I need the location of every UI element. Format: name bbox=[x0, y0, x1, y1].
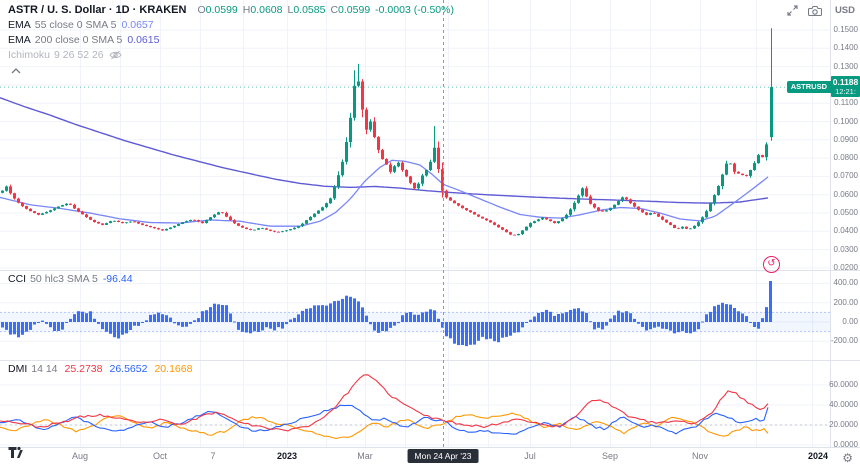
ema55-value: 0.0657 bbox=[121, 18, 154, 31]
maximize-icon[interactable] bbox=[786, 4, 799, 17]
price-tick-label: 0.0600 bbox=[833, 189, 858, 199]
high-key: H bbox=[242, 3, 251, 16]
dmi-tick-label: 40.0000 bbox=[829, 400, 858, 409]
time-axis-label: Mar bbox=[357, 451, 373, 461]
dmi-tick-label: 60.0000 bbox=[829, 380, 858, 389]
time-axis-label: Sep bbox=[601, 451, 619, 461]
ema200-line bbox=[0, 97, 769, 204]
close-key: C bbox=[330, 3, 339, 16]
symbol-title[interactable]: ASTR / U. S. Dollar · 1D · KRAKEN bbox=[8, 3, 187, 16]
price-tick-label: 0.1300 bbox=[833, 61, 858, 71]
dmi-tick-label: 0.0000 bbox=[833, 440, 858, 449]
open-value: 0.0599 bbox=[205, 3, 238, 16]
eye-off-icon[interactable] bbox=[109, 50, 122, 60]
time-axis-label: 2023 bbox=[276, 451, 298, 461]
ichimoku-args: 9 26 52 26 bbox=[54, 48, 104, 61]
dmi-args: 14 14 bbox=[31, 363, 58, 375]
last-price-label: 0.1188 12:21: bbox=[831, 76, 860, 98]
cci-title: CCI bbox=[8, 273, 27, 285]
ichimoku-title: Ichimoku bbox=[8, 48, 51, 61]
plus-di-line bbox=[0, 404, 769, 435]
ema200-args: 200 close 0 SMA 5 bbox=[34, 33, 123, 46]
time-axis-label: 7 bbox=[210, 451, 216, 461]
price-scale[interactable]: 0.15000.14000.13000.12000.11000.10000.09… bbox=[829, 0, 860, 449]
dmi-adx-value: 25.2738 bbox=[64, 363, 103, 375]
legend-ema200[interactable]: EMA 200 close 0 SMA 5 0.0615 bbox=[8, 32, 454, 47]
price-tick-label: 0.0300 bbox=[833, 244, 858, 254]
legend: ASTR / U. S. Dollar · 1D · KRAKEN O 0.059… bbox=[8, 2, 454, 77]
ema55-args: 55 close 0 SMA 5 bbox=[34, 18, 117, 31]
ohlc-values: O 0.0599 H 0.0608 L 0.0585 C 0.0599 -0.0003 … bbox=[192, 4, 454, 16]
price-tick-label: 0.0700 bbox=[833, 171, 858, 181]
dmi-tick-label: 20.0000 bbox=[829, 420, 858, 429]
ema55-line bbox=[0, 159, 769, 227]
dmi-title: DMI bbox=[8, 363, 28, 375]
currency-toggle[interactable]: USD bbox=[834, 5, 855, 16]
crosshair-date-tooltip: Mon 24 Apr '23 bbox=[407, 449, 479, 463]
cci-tick-label: 0.00 bbox=[842, 317, 858, 326]
adx-line bbox=[0, 374, 769, 432]
price-tick-label: 0.1100 bbox=[834, 98, 858, 108]
legend-ema55[interactable]: EMA 55 close 0 SMA 5 0.0657 bbox=[8, 17, 454, 32]
cci-value: -96.44 bbox=[102, 273, 133, 285]
low-value: 0.0585 bbox=[293, 3, 326, 16]
dmi-plus-di-value: 26.5652 bbox=[109, 363, 148, 375]
ema200-title: EMA bbox=[8, 33, 31, 46]
price-tick-label: 0.1500 bbox=[833, 25, 858, 34]
price-tick-label: 0.1000 bbox=[833, 116, 858, 126]
chart-controls bbox=[786, 4, 822, 17]
time-axis-label: Nov bbox=[691, 451, 709, 461]
price-tick-label: 0.0500 bbox=[833, 208, 858, 217]
change-value: -0.0003 (-0.50%) bbox=[375, 3, 454, 16]
time-axis-label: Aug bbox=[71, 451, 89, 461]
settings-gear-icon[interactable]: ⚙ bbox=[842, 451, 853, 465]
camera-icon[interactable] bbox=[808, 4, 822, 17]
ema200-value: 0.0615 bbox=[127, 33, 160, 46]
dmi-minus-di-value: 20.1668 bbox=[154, 363, 193, 375]
time-axis-label: Oct bbox=[152, 451, 168, 461]
cci-tick-label: 400.00 bbox=[833, 278, 858, 288]
time-axis-label: 2024 bbox=[807, 451, 829, 461]
refresh-circle-icon[interactable]: ↺ bbox=[763, 256, 780, 273]
cci-legend[interactable]: CCI 50 hlc3 SMA 5 -96.44 bbox=[8, 273, 133, 285]
cci-tick-label: -200.00 bbox=[830, 336, 858, 346]
open-key: O bbox=[197, 3, 206, 16]
low-key: L bbox=[287, 3, 294, 16]
price-tick-label: 0.0900 bbox=[833, 134, 858, 144]
bar-countdown: 12:21: bbox=[835, 87, 856, 97]
ema55-title: EMA bbox=[8, 18, 31, 31]
time-scale[interactable]: Mon 24 Apr '23 Aug Oct 7 2023 Mar Jul Sep Nov 20… bbox=[0, 447, 860, 466]
legend-collapse-button[interactable] bbox=[8, 65, 24, 77]
high-value: 0.0608 bbox=[250, 3, 283, 16]
legend-ichimoku[interactable]: Ichimoku 9 26 52 26 bbox=[8, 47, 454, 62]
price-tick-label: 0.0800 bbox=[833, 153, 858, 163]
symbol-price-tag: ASTRUSD bbox=[786, 81, 831, 94]
chevron-up-icon bbox=[11, 68, 21, 74]
dmi-legend[interactable]: DMI 14 14 25.2738 26.5652 20.1668 bbox=[8, 363, 192, 375]
cci-tick-label: 200.00 bbox=[833, 297, 858, 307]
cci-args: 50 hlc3 SMA 5 bbox=[30, 273, 98, 285]
price-tick-label: 0.0200 bbox=[833, 262, 858, 272]
last-price-value: 0.1188 bbox=[832, 77, 859, 88]
price-tick-label: 0.1400 bbox=[833, 43, 858, 53]
tradingview-logo[interactable] bbox=[8, 446, 23, 464]
symbol-row: ASTR / U. S. Dollar · 1D · KRAKEN O 0.059… bbox=[8, 2, 454, 17]
time-axis-label: Jul bbox=[524, 451, 536, 461]
close-value: 0.0599 bbox=[338, 3, 371, 16]
price-tick-label: 0.0400 bbox=[833, 226, 858, 236]
